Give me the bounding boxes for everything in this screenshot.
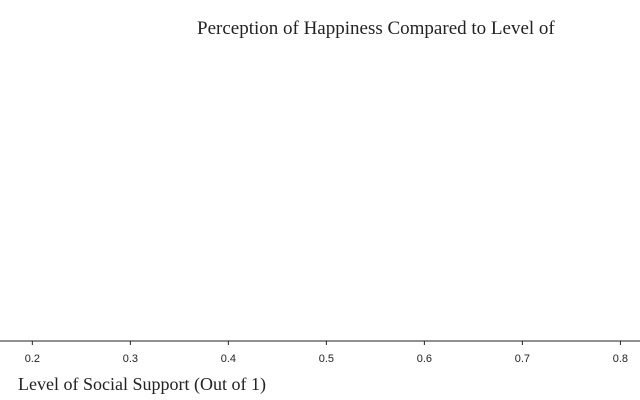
x-tick-label: 0.5 xyxy=(319,353,334,365)
x-tick-label: 0.6 xyxy=(417,353,432,365)
x-tick-label: 0.8 xyxy=(613,353,628,365)
x-tick-label: 0.2 xyxy=(25,353,40,365)
x-axis-label: Level of Social Support (Out of 1) xyxy=(18,374,266,395)
x-tick-label: 0.3 xyxy=(123,353,138,365)
x-tick-label: 0.4 xyxy=(221,353,236,365)
x-tick-label: 0.7 xyxy=(515,353,530,365)
chart-title: Perception of Happiness Compared to Leve… xyxy=(197,18,555,39)
x-ticks: 0.2 0.3 0.4 0.5 0.6 0.7 0.8 xyxy=(25,341,628,365)
